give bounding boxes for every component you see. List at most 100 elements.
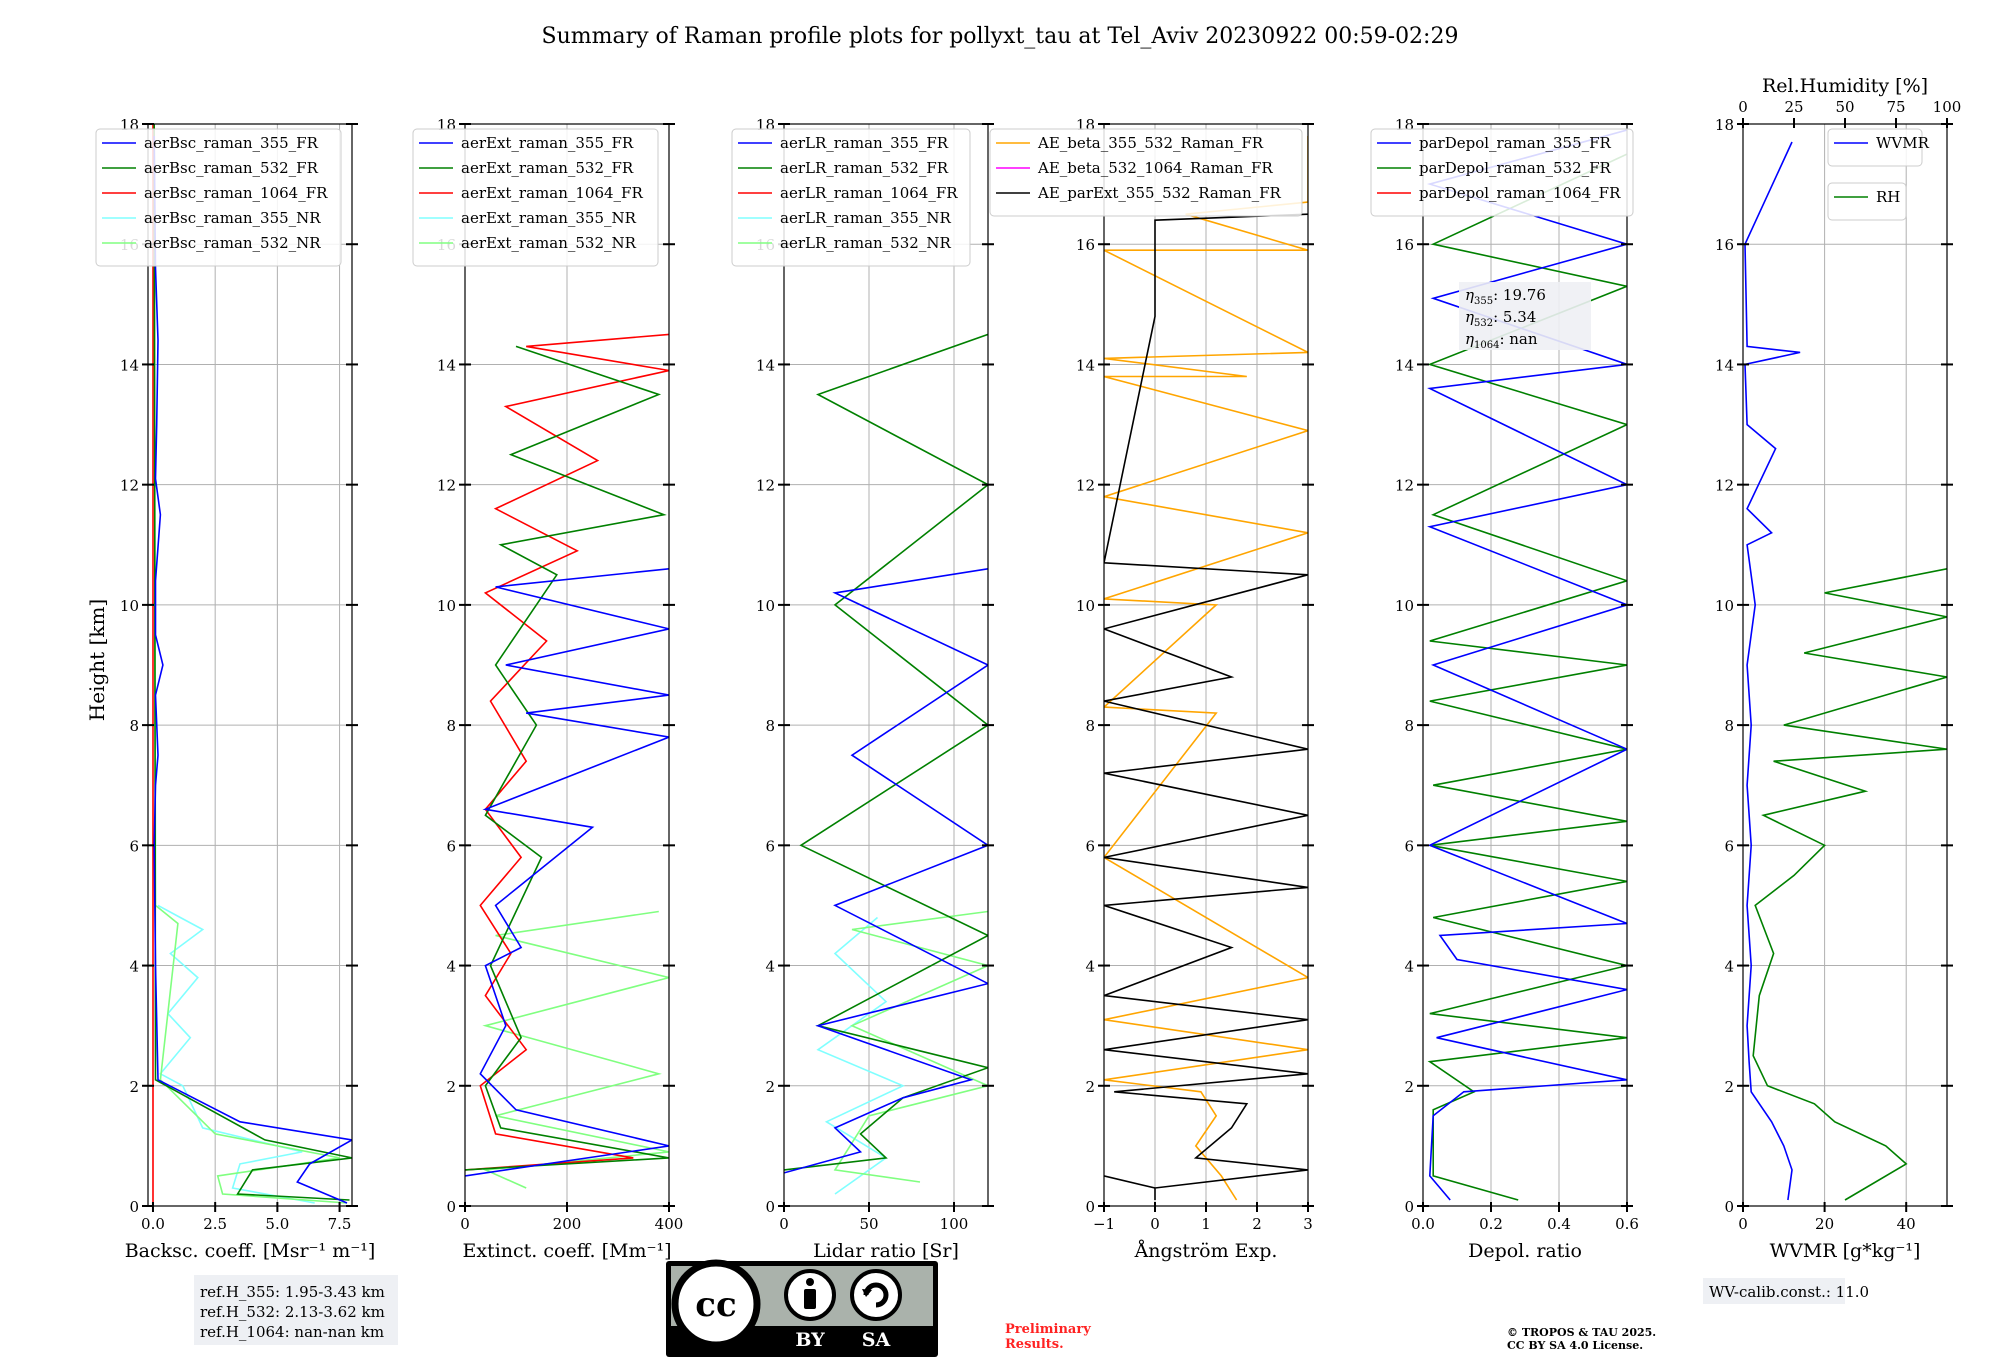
- ref-heights-box: ref.H_355: 1.95-3.43 km ref.H_532: 2.13-…: [194, 1275, 398, 1345]
- ytick-label-lr: 0: [765, 1198, 775, 1216]
- xlabel-ae: Ångström Exp.: [1134, 1240, 1278, 1262]
- ytick-label-pdr: 14: [1395, 356, 1414, 374]
- ytick-label-wv: 6: [1724, 837, 1734, 855]
- legend-label: parDepol_raman_1064_FR: [1419, 184, 1621, 202]
- ytick-label-lr: 4: [765, 958, 775, 976]
- legend-label: aerLR_raman_355_NR: [780, 209, 951, 227]
- xtick-label-lr: 0: [779, 1215, 789, 1233]
- legend-label: aerLR_raman_355_FR: [780, 134, 949, 152]
- panel-lr: 024681012141618050100Lidar ratio [Sr]aer…: [731, 116, 994, 1262]
- ytick-label-bsc: 12: [120, 477, 139, 495]
- xtick-label-ext: 200: [553, 1215, 582, 1233]
- by-label: BY: [795, 1329, 825, 1351]
- axes-frame-pdr: [1422, 123, 1628, 1207]
- xlabel-ext: Extinct. coeff. [Mm⁻¹]: [462, 1240, 671, 1262]
- copyright-line-1: © TROPOS & TAU 2025.: [1507, 1326, 1656, 1339]
- legend-label: aerLR_raman_532_FR: [780, 159, 949, 177]
- ytick-label-wv: 4: [1724, 958, 1734, 976]
- wv-calib-text: WV-calib.const.: 11.0: [1709, 1283, 1869, 1301]
- legend-label: aerBsc_raman_1064_FR: [144, 184, 328, 202]
- series-aerBsc_raman_532_FR: [153, 124, 352, 1201]
- legend-label: aerBsc_raman_355_FR: [144, 134, 319, 152]
- top-xtick-label-wv: 100: [1933, 98, 1962, 116]
- legend-ext: aerExt_raman_355_FR aerExt_raman_532_FRae…: [412, 128, 659, 267]
- ytick-label-ae: 16: [1076, 236, 1095, 254]
- series-aerExt_raman_355_FR: [465, 568, 669, 1177]
- xlabel-lr: Lidar ratio [Sr]: [813, 1240, 959, 1262]
- ytick-label-wv: 0: [1724, 1198, 1734, 1216]
- series-WVMR: [1744, 141, 1801, 1201]
- legend-label: aerExt_raman_355_FR: [461, 134, 634, 152]
- legend-ae: AE_beta_355_532_Raman_FR AE_beta_532_1064…: [989, 128, 1303, 217]
- ytick-label-ext: 10: [437, 597, 456, 615]
- ytick-label-bsc: 2: [129, 1078, 139, 1096]
- y-axis-label: Height [km]: [85, 599, 109, 721]
- series-AE_parExt_355_532_Raman_FR: [1104, 213, 1308, 1200]
- ytick-label-ae: 0: [1085, 1198, 1095, 1216]
- xtick-label-bsc: 7.5: [328, 1215, 352, 1233]
- ytick-label-ae: 4: [1085, 958, 1095, 976]
- xtick-label-ae: 0: [1150, 1215, 1160, 1233]
- series-aerBsc_raman_532_NR: [153, 124, 348, 1204]
- series-aerLR_raman_355_NR: [816, 916, 905, 1195]
- xtick-label-wv: 0: [1738, 1215, 1748, 1233]
- top-xtick-label-wv: 0: [1738, 98, 1748, 116]
- axes-frame-lr: [783, 123, 989, 1207]
- sa-label: SA: [862, 1329, 891, 1351]
- series-aerLR_raman_532_NR: [833, 910, 988, 1183]
- ytick-label-ext: 8: [446, 717, 456, 735]
- legend-label: aerBsc_raman_355_NR: [144, 209, 321, 227]
- ytick-label-wv: 12: [1715, 477, 1734, 495]
- ytick-label-ae: 14: [1076, 356, 1095, 374]
- ytick-label-ae: 12: [1076, 477, 1095, 495]
- xtick-label-bsc: 5.0: [265, 1215, 289, 1233]
- ytick-label-wv: 18: [1715, 116, 1734, 134]
- ytick-label-wv: 2: [1724, 1078, 1734, 1096]
- ref-height-532: ref.H_532: 2.13-3.62 km: [200, 1303, 385, 1321]
- legend-bsc: aerBsc_raman_355_FR aerBsc_raman_532_FRae…: [95, 128, 342, 267]
- legend-label: aerExt_raman_532_FR: [461, 159, 634, 177]
- legend-label: RH: [1876, 188, 1900, 206]
- axes-frame-wv: [1742, 123, 1948, 1207]
- legend-label: parDepol_raman_532_FR: [1419, 159, 1612, 177]
- ytick-label-lr: 10: [756, 597, 775, 615]
- eta-line: η532: 5.34: [1465, 308, 1536, 329]
- series-aerLR_raman_355_FR: [784, 568, 988, 1174]
- legend-label: AE_beta_355_532_Raman_FR: [1037, 134, 1264, 152]
- top-xtick-label-wv: 50: [1835, 98, 1854, 116]
- xtick-label-ae: −1: [1093, 1215, 1115, 1233]
- xtick-label-bsc: 2.5: [203, 1215, 227, 1233]
- preliminary-line-1: Preliminary: [1005, 1322, 1091, 1337]
- ytick-label-pdr: 12: [1395, 477, 1414, 495]
- xtick-label-ae: 2: [1252, 1215, 1262, 1233]
- xtick-label-pdr: 0.6: [1615, 1215, 1639, 1233]
- ytick-label-bsc: 0: [129, 1198, 139, 1216]
- xtick-label-ext: 400: [655, 1215, 684, 1233]
- xtick-label-ae: 3: [1303, 1215, 1313, 1233]
- series-aerExt_raman_532_FR: [465, 345, 669, 1171]
- ytick-label-wv: 14: [1715, 356, 1734, 374]
- legend-wv: WVMR: [1827, 128, 1930, 167]
- series-aerLR_raman_532_FR: [784, 333, 988, 1171]
- ytick-label-pdr: 4: [1404, 958, 1414, 976]
- legend-label: aerExt_raman_1064_FR: [461, 184, 643, 202]
- top-xlabel-wv: Rel.Humidity [%]: [1762, 75, 1928, 97]
- sa-sharealike-icon: [850, 1269, 902, 1321]
- panel-ext: 0246810121416180200400Extinct. coeff. [M…: [412, 116, 684, 1262]
- xtick-label-ae: 1: [1201, 1215, 1211, 1233]
- ytick-label-bsc: 4: [129, 958, 139, 976]
- ytick-label-ae: 10: [1076, 597, 1095, 615]
- ytick-label-ext: 4: [446, 958, 456, 976]
- legend-label: parDepol_raman_355_FR: [1419, 134, 1612, 152]
- ytick-label-ext: 0: [446, 1198, 456, 1216]
- ytick-label-ae: 6: [1085, 837, 1095, 855]
- cc-logo-icon: [671, 1259, 761, 1349]
- xtick-label-ext: 0: [460, 1215, 470, 1233]
- legend-label: aerExt_raman_532_NR: [461, 234, 637, 252]
- legend-pdr: parDepol_raman_355_FR parDepol_raman_532_…: [1370, 128, 1634, 217]
- ref-height-355: ref.H_355: 1.95-3.43 km: [200, 1283, 385, 1301]
